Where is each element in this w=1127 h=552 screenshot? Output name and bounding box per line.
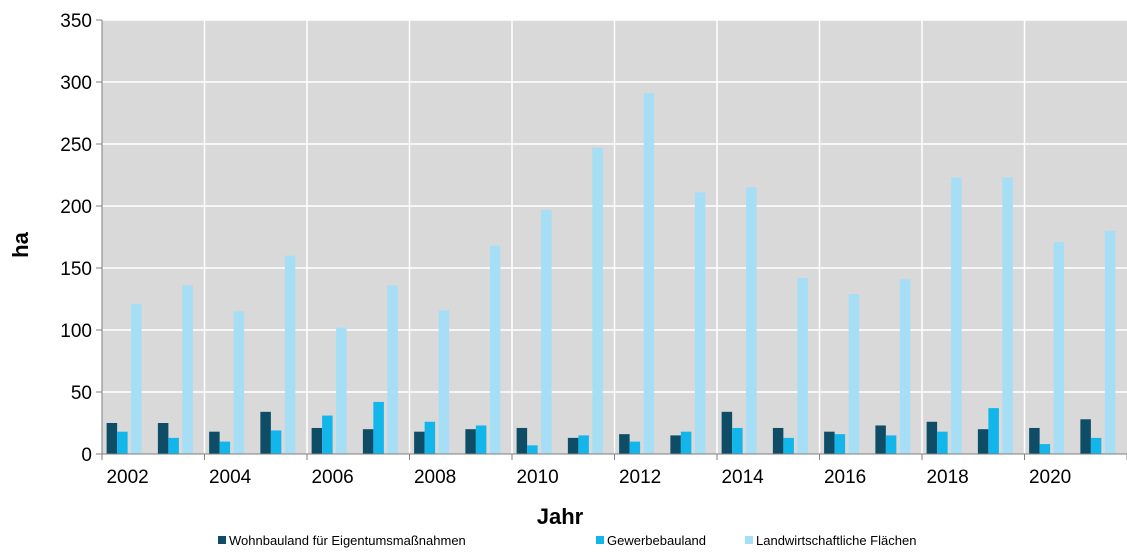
bar-1-2015: [772, 427, 784, 454]
bar-3-2018: [951, 177, 962, 455]
bar-1-2011: [567, 437, 579, 454]
bar-1-2014: [721, 411, 733, 454]
legend-swatch-2: [596, 536, 604, 544]
bar-1-2002: [106, 423, 118, 454]
bar-3-2016: [848, 294, 860, 454]
bar-1-2004: [209, 431, 220, 454]
x-tick-label: 2014: [721, 467, 764, 488]
bar-1-2010: [516, 427, 528, 454]
bar-3-2008: [438, 310, 450, 454]
y-tick-label: 50: [71, 383, 92, 404]
bar-2-2021: [1090, 437, 1102, 454]
bar-2-2004: [219, 441, 231, 454]
bar-3-2012: [643, 93, 655, 454]
bar-1-2005: [260, 411, 271, 454]
bar-2-2008: [424, 421, 436, 454]
x-axis-title: Jahr: [537, 504, 584, 529]
y-tick-label: 0: [81, 445, 92, 466]
bar-2-2019: [988, 408, 999, 454]
x-tick-labels: 2002 2004 2006 2008 2010 2012 2014 2016 2018 2020: [106, 467, 1071, 488]
y-tick-label: 300: [60, 73, 92, 94]
bar-2-2018: [937, 431, 948, 454]
bar-1-2020: [1029, 427, 1040, 454]
bar-2-2006: [322, 415, 333, 454]
bar-2-2011: [578, 435, 589, 454]
bar-2-2013: [680, 431, 692, 454]
x-tick-label: 2012: [619, 467, 661, 488]
y-tick-labels: 0 50 100 150 200 250 300 350: [60, 11, 92, 466]
y-tick-label: 200: [60, 197, 92, 218]
legend: Wohnbauland für Eigentumsmaßnahmen Gewerb…: [218, 533, 916, 548]
bar-1-2018: [926, 421, 938, 454]
bar-2-2014: [732, 427, 743, 454]
bar-1-2019: [977, 429, 989, 454]
bar-3-2011: [592, 147, 603, 454]
bar-3-2010: [541, 209, 552, 454]
bars: [106, 93, 1116, 455]
bar-3-2004: [233, 311, 245, 454]
bar-3-2013: [694, 192, 706, 455]
legend-label-2: Gewerbebauland: [607, 533, 706, 548]
bar-2-2012: [629, 441, 641, 454]
bar-2-2009: [475, 425, 487, 454]
bar-3-2020: [1053, 241, 1065, 454]
bar-3-2021: [1104, 230, 1116, 454]
bar-3-2002: [131, 303, 142, 454]
bar-1-2008: [414, 431, 425, 454]
bar-1-2016: [824, 431, 835, 454]
bar-2-2003: [168, 437, 179, 454]
y-tick-label: 150: [60, 259, 92, 280]
x-tick-label: 2002: [106, 467, 148, 488]
bar-3-2003: [182, 285, 193, 454]
bar-3-2007: [387, 285, 398, 454]
gridlines: [102, 19, 1127, 454]
bar-1-2013: [670, 435, 681, 454]
bar-1-2006: [311, 427, 323, 454]
bar-3-2019: [1002, 177, 1013, 455]
x-tick-label: 2006: [311, 467, 353, 488]
x-tick-label: 2004: [209, 467, 252, 488]
bar-2-2010: [527, 445, 538, 454]
bar-1-2021: [1080, 419, 1091, 454]
bar-1-2009: [465, 429, 476, 454]
x-tick-label: 2018: [926, 467, 968, 488]
legend-swatch-3: [745, 536, 753, 544]
axes: [96, 19, 1127, 460]
bar-3-2009: [489, 245, 501, 454]
legend-swatch-1: [218, 536, 226, 544]
legend-label-3: Landwirtschaftliche Flächen: [756, 533, 916, 548]
bar-2-2005: [270, 430, 282, 454]
y-axis-title: ha: [8, 231, 33, 257]
bar-1-2017: [875, 425, 886, 454]
bar-1-2007: [362, 429, 374, 454]
legend-label-1: Wohnbauland für Eigentumsmaßnahmen: [229, 533, 466, 548]
x-tick-label: 2016: [824, 467, 866, 488]
bar-3-2015: [797, 277, 808, 454]
y-tick-label: 350: [60, 11, 92, 32]
x-tick-label: 2020: [1029, 467, 1071, 488]
y-tick-label: 100: [60, 321, 92, 342]
x-tick-label: 2008: [414, 467, 456, 488]
bar-1-2012: [619, 434, 630, 454]
bar-2-2002: [117, 431, 128, 454]
x-tick-label: 2010: [516, 467, 558, 488]
bar-3-2017: [899, 279, 911, 454]
bar-2-2020: [1039, 444, 1051, 454]
bar-1-2003: [157, 423, 169, 454]
bar-2-2017: [885, 435, 897, 454]
bar-3-2014: [746, 187, 757, 454]
y-tick-label: 250: [60, 135, 92, 156]
bar-2-2016: [834, 434, 846, 454]
bar-3-2006: [336, 327, 347, 454]
bar-2-2007: [373, 401, 384, 454]
bar-2-2015: [783, 437, 794, 454]
bar-3-2005: [284, 255, 296, 454]
